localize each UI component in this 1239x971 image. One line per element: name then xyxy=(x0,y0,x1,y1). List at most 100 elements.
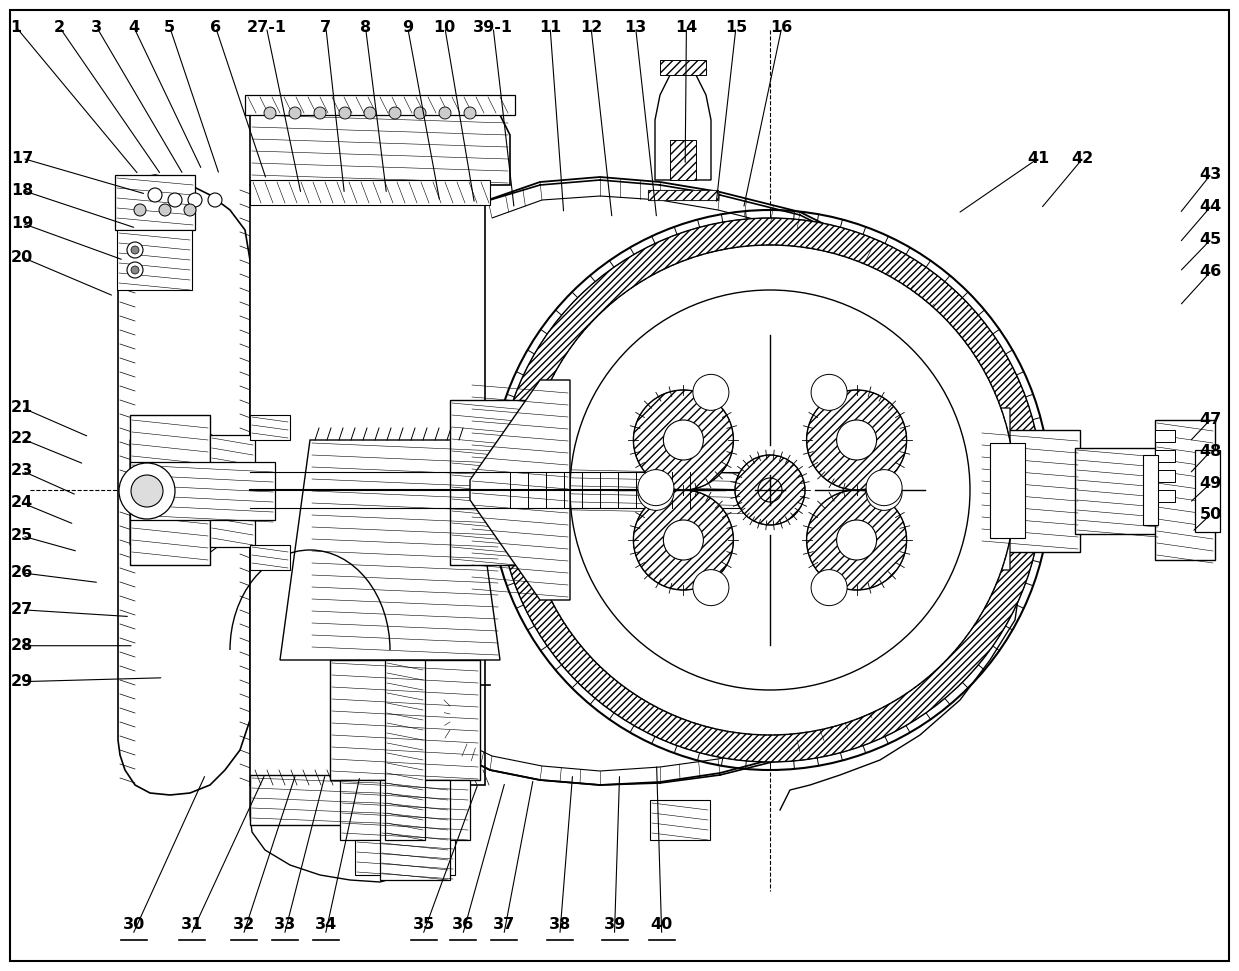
Circle shape xyxy=(663,420,704,460)
Circle shape xyxy=(128,262,142,278)
Bar xyxy=(450,400,540,565)
Text: 1: 1 xyxy=(11,19,21,35)
Circle shape xyxy=(159,204,171,216)
Bar xyxy=(339,780,470,840)
Text: 50: 50 xyxy=(1199,507,1222,522)
Circle shape xyxy=(131,246,139,254)
Bar xyxy=(250,775,430,825)
Text: 34: 34 xyxy=(315,918,337,932)
Bar xyxy=(1155,420,1215,560)
Text: 4: 4 xyxy=(129,19,139,35)
Circle shape xyxy=(313,107,326,119)
Text: 24: 24 xyxy=(11,495,33,511)
Text: 29: 29 xyxy=(11,674,33,689)
Circle shape xyxy=(147,188,162,202)
Polygon shape xyxy=(980,408,1010,570)
Text: 42: 42 xyxy=(1072,151,1094,166)
Text: 21: 21 xyxy=(11,400,33,416)
Bar xyxy=(1155,430,1175,442)
Text: 46: 46 xyxy=(1199,264,1222,280)
Polygon shape xyxy=(655,65,711,180)
Circle shape xyxy=(807,490,907,590)
Bar xyxy=(250,545,290,570)
Bar xyxy=(130,462,275,520)
Bar xyxy=(250,180,489,205)
Text: 28: 28 xyxy=(11,638,33,653)
Circle shape xyxy=(663,520,704,560)
Text: 48: 48 xyxy=(1199,444,1222,459)
Circle shape xyxy=(119,463,175,519)
Polygon shape xyxy=(250,100,510,185)
Text: 49: 49 xyxy=(1199,476,1222,491)
Text: 36: 36 xyxy=(452,918,475,932)
Text: 12: 12 xyxy=(580,19,602,35)
Circle shape xyxy=(570,290,970,690)
Text: 26: 26 xyxy=(11,565,33,581)
Circle shape xyxy=(364,107,375,119)
Bar xyxy=(385,660,425,840)
Polygon shape xyxy=(660,60,706,75)
Circle shape xyxy=(414,107,426,119)
Bar xyxy=(380,780,450,880)
Text: 40: 40 xyxy=(650,918,673,932)
Text: 39-1: 39-1 xyxy=(473,19,513,35)
Text: 15: 15 xyxy=(725,19,747,35)
Text: 5: 5 xyxy=(165,19,175,35)
Circle shape xyxy=(866,475,902,511)
Polygon shape xyxy=(118,175,250,795)
Polygon shape xyxy=(648,190,717,200)
Bar xyxy=(115,175,195,230)
Circle shape xyxy=(389,107,401,119)
Text: 25: 25 xyxy=(11,528,33,544)
Circle shape xyxy=(185,204,196,216)
Text: 33: 33 xyxy=(274,918,296,932)
Text: 22: 22 xyxy=(11,431,33,447)
Text: 10: 10 xyxy=(434,19,456,35)
Bar xyxy=(245,95,515,115)
Circle shape xyxy=(836,420,877,460)
Circle shape xyxy=(693,375,729,411)
Circle shape xyxy=(439,107,451,119)
Text: 35: 35 xyxy=(413,918,435,932)
Polygon shape xyxy=(470,380,570,600)
Text: 11: 11 xyxy=(539,19,561,35)
Text: 13: 13 xyxy=(624,19,647,35)
Text: 43: 43 xyxy=(1199,167,1222,183)
Bar xyxy=(130,415,209,565)
Circle shape xyxy=(339,107,351,119)
Circle shape xyxy=(693,570,729,606)
Circle shape xyxy=(498,218,1042,762)
Bar xyxy=(356,840,455,875)
Text: 27: 27 xyxy=(11,602,33,618)
Bar xyxy=(1144,455,1158,525)
Polygon shape xyxy=(130,423,221,565)
Text: 20: 20 xyxy=(11,250,33,265)
Text: 23: 23 xyxy=(11,463,33,479)
Circle shape xyxy=(638,470,674,506)
Bar xyxy=(1075,448,1160,534)
Text: 6: 6 xyxy=(211,19,221,35)
Text: 44: 44 xyxy=(1199,199,1222,215)
Text: 38: 38 xyxy=(549,918,571,932)
Circle shape xyxy=(264,107,276,119)
Bar xyxy=(1155,490,1175,502)
Polygon shape xyxy=(280,440,501,660)
Text: 41: 41 xyxy=(1027,151,1049,166)
Circle shape xyxy=(735,455,805,525)
Bar xyxy=(980,430,1080,552)
Circle shape xyxy=(131,475,164,507)
Bar xyxy=(990,443,1025,538)
Circle shape xyxy=(134,204,146,216)
Bar xyxy=(250,415,290,440)
Circle shape xyxy=(633,390,733,490)
Text: 47: 47 xyxy=(1199,412,1222,427)
Text: 2: 2 xyxy=(55,19,64,35)
Text: 39: 39 xyxy=(603,918,626,932)
Circle shape xyxy=(489,210,1049,770)
Bar xyxy=(1194,450,1220,532)
Polygon shape xyxy=(250,785,420,882)
Circle shape xyxy=(525,245,1015,735)
Bar xyxy=(116,230,192,290)
Text: 18: 18 xyxy=(11,183,33,198)
Text: 7: 7 xyxy=(321,19,331,35)
